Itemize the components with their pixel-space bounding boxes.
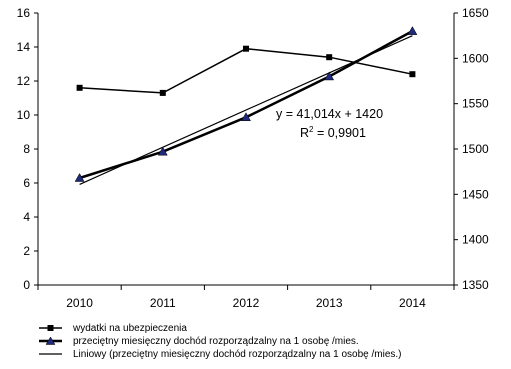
legend-swatch-square-marker — [48, 325, 54, 331]
series-line-1 — [80, 31, 413, 178]
plot-area — [75, 27, 417, 185]
series-line-0 — [80, 49, 413, 93]
r-squared-label: R2 = 0,9901 — [300, 125, 366, 140]
series-1-point-4 — [408, 27, 417, 35]
left-tick-label: 2 — [23, 244, 30, 258]
r-squared-value: = 0,9901 — [313, 126, 366, 140]
legend-label-0: wydatki na ubezpieczenia — [72, 323, 187, 334]
left-tick-label: 4 — [23, 210, 30, 224]
right-tick-label: 1600 — [462, 51, 489, 65]
series-0-point-1 — [160, 90, 166, 96]
right-axis-ticks: 1350 1400 1450 1500 1550 1600 1650 — [454, 6, 489, 292]
left-tick-label: 6 — [23, 176, 30, 190]
left-tick-label: 0 — [23, 278, 30, 292]
x-tick-label: 2012 — [233, 296, 260, 310]
right-tick-label: 1550 — [462, 97, 489, 111]
legend-item-1: przeciętny miesięczny dochód rozporządza… — [39, 336, 359, 347]
axes — [38, 13, 454, 285]
legend-item-0: wydatki na ubezpieczenia — [39, 323, 187, 334]
left-tick-label: 16 — [17, 6, 31, 20]
x-axis-ticks: 2010 2011 2012 2013 2014 — [38, 285, 454, 310]
series-0-point-2 — [243, 46, 249, 52]
left-tick-label: 10 — [17, 108, 31, 122]
x-tick-label: 2013 — [316, 296, 343, 310]
trendline-equation: y = 41,014x + 1420 — [276, 107, 383, 121]
left-tick-label: 14 — [17, 40, 31, 54]
legend-label-1: przeciętny miesięczny dochód rozporządza… — [73, 336, 359, 347]
right-tick-label: 1500 — [462, 142, 489, 156]
right-tick-label: 1350 — [462, 278, 489, 292]
legend-item-2: Liniowy (przeciętny miesięczny dochód ro… — [39, 349, 402, 360]
x-tick-label: 2011 — [150, 296, 176, 310]
left-axis-ticks: 0 2 4 6 8 10 12 14 16 — [17, 6, 38, 292]
series-0-point-4 — [409, 71, 415, 77]
right-tick-label: 1450 — [462, 187, 489, 201]
series-0-point-3 — [326, 54, 332, 60]
x-tick-label: 2014 — [399, 296, 426, 310]
left-tick-label: 8 — [23, 142, 30, 156]
x-tick-label: 2010 — [66, 296, 93, 310]
legend: wydatki na ubezpieczenia przeciętny mies… — [39, 323, 402, 360]
legend-label-2: Liniowy (przeciętny miesięczny dochód ro… — [73, 349, 402, 360]
r-squared-prefix: R — [300, 126, 309, 140]
series-0-point-0 — [77, 85, 83, 91]
left-tick-label: 12 — [17, 74, 31, 88]
right-tick-label: 1650 — [462, 6, 489, 20]
right-tick-label: 1400 — [462, 233, 489, 247]
